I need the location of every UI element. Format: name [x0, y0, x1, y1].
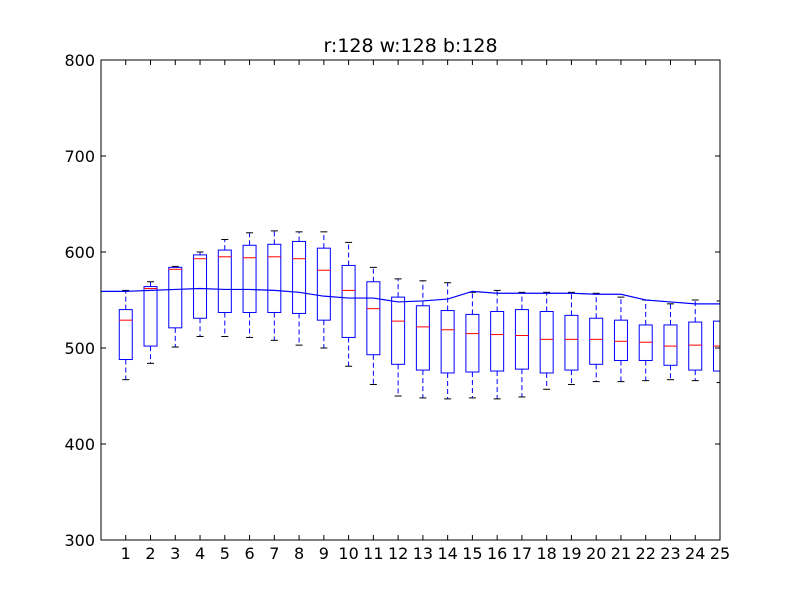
y-tick-label: 800 — [64, 51, 95, 70]
x-tick-label: 4 — [195, 544, 205, 563]
plot-frame — [100, 59, 721, 541]
box-5 — [217, 239, 232, 337]
box-8 — [292, 231, 307, 346]
chart-title: r:128 w:128 b:128 — [323, 35, 497, 57]
box-body — [564, 314, 579, 371]
x-tick-label: 1 — [121, 544, 131, 563]
x-tick-label: 14 — [437, 544, 457, 563]
box-body — [292, 240, 307, 314]
box-body — [143, 286, 158, 347]
box-body — [688, 321, 703, 371]
box-11 — [366, 266, 381, 385]
x-tick-label: 13 — [413, 544, 433, 563]
box-9 — [316, 231, 331, 349]
box-17 — [514, 291, 529, 398]
x-tick-label: 18 — [537, 544, 557, 563]
box-body — [366, 281, 381, 356]
box-body — [663, 324, 678, 366]
box-body — [217, 249, 232, 313]
box-body — [514, 309, 529, 370]
box-2 — [143, 281, 158, 364]
box-13 — [415, 280, 430, 399]
box-4 — [193, 251, 208, 337]
box-12 — [391, 278, 406, 397]
x-tick-label: 12 — [388, 544, 408, 563]
box-body — [341, 264, 356, 338]
x-tick-label: 15 — [462, 544, 482, 563]
y-tick-label: 400 — [64, 435, 95, 454]
x-tick-label: 10 — [338, 544, 358, 563]
box-22 — [638, 299, 653, 382]
x-tick-label: 20 — [586, 544, 606, 563]
box-14 — [440, 282, 455, 400]
box-body — [613, 319, 628, 361]
plot-area — [101, 230, 720, 400]
x-tick-label: 19 — [561, 544, 581, 563]
box-body — [193, 254, 208, 319]
box-19 — [564, 291, 579, 385]
box-body — [267, 243, 282, 313]
x-tick-label: 3 — [170, 544, 180, 563]
y-axis: 300 400 500 600 700 800 — [64, 51, 720, 550]
box-body — [490, 311, 505, 372]
trend-line — [101, 287, 720, 305]
box-24 — [688, 299, 703, 382]
x-tick-label: 6 — [244, 544, 254, 563]
x-tick-label: 11 — [363, 544, 383, 563]
box-16 — [490, 289, 505, 400]
box-6 — [242, 232, 257, 338]
x-tick-label: 21 — [611, 544, 631, 563]
x-tick-label: 9 — [319, 544, 329, 563]
box-body — [440, 310, 455, 374]
box-7 — [267, 230, 282, 341]
x-tick-label: 8 — [294, 544, 304, 563]
box-body — [539, 311, 554, 374]
x-tick-label: 7 — [269, 544, 279, 563]
x-tick-label: 24 — [685, 544, 705, 563]
x-axis: 1 2 3 4 5 6 7 8 9 10 11 12 13 14 15 16 17 18 19 20 21 22 23 24 2… — [121, 60, 730, 563]
box-25 — [713, 300, 720, 384]
y-tick-label: 300 — [64, 531, 95, 550]
y-tick-label: 500 — [64, 339, 95, 358]
box-body — [415, 305, 430, 371]
x-tick-label: 16 — [487, 544, 507, 563]
x-tick-label: 22 — [636, 544, 656, 563]
box-body — [118, 309, 133, 361]
box-21 — [613, 296, 628, 383]
box-10 — [341, 241, 356, 367]
box-body — [589, 317, 604, 365]
box-3 — [168, 265, 183, 348]
box-1 — [118, 289, 133, 381]
box-body — [316, 247, 331, 321]
box-23 — [663, 303, 678, 381]
box-body — [242, 244, 257, 313]
x-tick-label: 17 — [512, 544, 532, 563]
x-tick-label: 25 — [710, 544, 730, 563]
y-tick-label: 600 — [64, 243, 95, 262]
box-20 — [589, 292, 604, 383]
box-18 — [539, 291, 554, 390]
x-tick-label: 23 — [660, 544, 680, 563]
box-15 — [465, 291, 480, 399]
box-body — [465, 313, 480, 373]
box-body — [168, 266, 183, 329]
x-tick-label: 5 — [220, 544, 230, 563]
box-body — [391, 296, 406, 365]
x-tick-label: 2 — [145, 544, 155, 563]
y-tick-label: 700 — [64, 147, 95, 166]
